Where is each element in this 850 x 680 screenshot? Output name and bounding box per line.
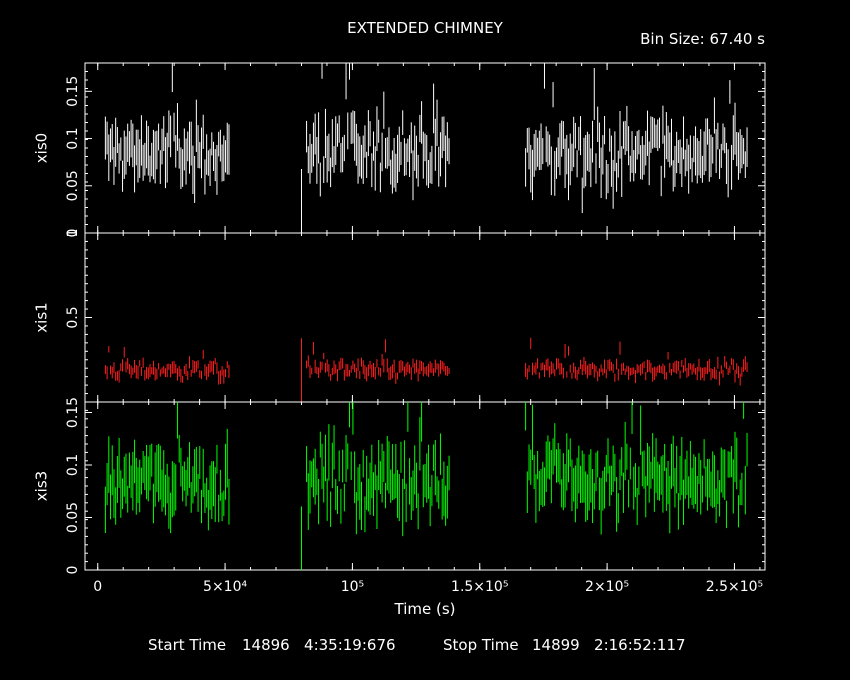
series-xis0 bbox=[104, 63, 748, 233]
x-tick-label: 2.5×10⁵ bbox=[706, 579, 763, 595]
x-axis: 0 5×10⁴ 10⁵ 1.5×10⁵ 2×10⁵ 2.5×10⁵ bbox=[93, 579, 763, 595]
y-axis-title-xis0: xis0 bbox=[33, 133, 51, 163]
chart-title: EXTENDED CHIMNEY bbox=[347, 19, 504, 37]
y-tick-label: 0.05 bbox=[65, 170, 81, 201]
stop-time-label: Stop Time bbox=[443, 636, 519, 654]
y-tick-label: 0 bbox=[65, 566, 81, 575]
series-xis3 bbox=[104, 402, 748, 570]
panel-xis0: 0 0.05 0.1 0.15 xis0 bbox=[33, 62, 766, 238]
y-tick-label: 0.05 bbox=[65, 502, 81, 533]
x-tick-label: 0 bbox=[93, 579, 102, 595]
y-tick-label: 0.5 bbox=[65, 306, 81, 328]
y-tick-label: 0.15 bbox=[65, 76, 81, 107]
x-tick-label: 10⁵ bbox=[341, 579, 364, 595]
start-time-value: 14896 4:35:19:676 bbox=[242, 636, 396, 654]
y-axis-title-xis3: xis3 bbox=[33, 471, 51, 501]
series-xis1 bbox=[104, 337, 748, 402]
panels: 0 0.05 0.1 0.15 xis0 0.5 1 xis1 0 0.05 0.1 0.15 xis3 bbox=[33, 62, 766, 575]
x-tick-label: 5×10⁴ bbox=[203, 579, 247, 595]
y-tick-label: 0 bbox=[65, 229, 81, 238]
panel-xis3: 0 0.05 0.1 0.15 xis3 bbox=[33, 397, 766, 575]
panel-xis1: 0.5 1 xis1 bbox=[33, 229, 766, 403]
y-tick-label: 0.1 bbox=[65, 127, 81, 149]
y-axis-title-xis1: xis1 bbox=[33, 302, 51, 332]
y-tick-label: 0.15 bbox=[65, 397, 81, 428]
stop-time-value: 14899 2:16:52:117 bbox=[532, 636, 686, 654]
y-tick-label: 0.1 bbox=[65, 454, 81, 476]
y-tick-label: 1 bbox=[65, 229, 81, 238]
x-tick-label: 1.5×10⁵ bbox=[451, 579, 508, 595]
x-axis-title: Time (s) bbox=[394, 600, 456, 618]
bin-size-label: Bin Size: 67.40 s bbox=[640, 30, 765, 48]
x-tick-label: 2×10⁵ bbox=[585, 579, 629, 595]
start-time-label: Start Time bbox=[148, 636, 227, 654]
panel-frame bbox=[84, 232, 766, 403]
